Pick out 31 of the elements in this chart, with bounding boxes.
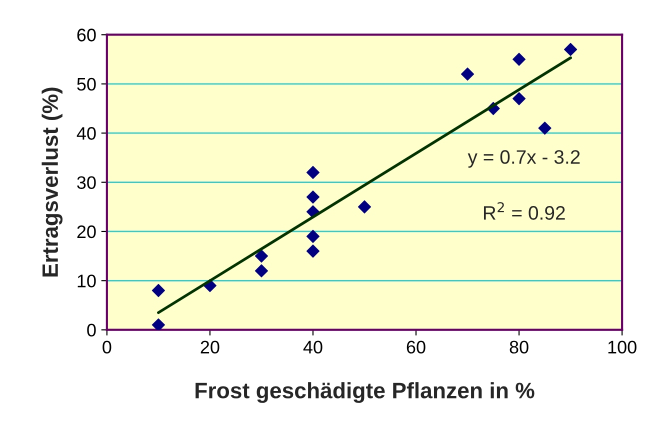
x-tick-label: 0 — [102, 340, 112, 354]
x-tick-label: 20 — [200, 340, 220, 354]
y-tick-label: 40 — [76, 127, 96, 140]
point — [460, 68, 474, 81]
y-tick-label: 50 — [77, 78, 96, 91]
point — [538, 122, 552, 135]
x-tick-label: 100 — [608, 340, 636, 354]
y-tick-label: 30 — [77, 176, 96, 189]
y-tick-label: 10 — [78, 274, 96, 288]
point — [306, 244, 320, 258]
point — [306, 230, 320, 243]
x-tick-label: 60 — [406, 340, 426, 354]
x-tick-label: 80 — [510, 340, 528, 354]
point — [306, 190, 320, 204]
point — [358, 200, 372, 214]
point — [564, 42, 578, 56]
y-tick-label: 60 — [77, 28, 96, 42]
point — [254, 264, 268, 278]
y-tick-label: 20 — [77, 225, 96, 238]
point — [152, 318, 165, 330]
point — [512, 52, 526, 66]
point — [254, 249, 268, 263]
x-axis-title: Frost geschädigte Pflanzen in % — [196, 382, 534, 403]
point — [152, 284, 165, 298]
y-axis-title: Ertragsverlust (%) — [42, 88, 63, 276]
annotation: y = 0.7x - 3.2 — [468, 150, 580, 168]
x-tick-label: 40 — [303, 340, 322, 354]
point — [306, 166, 320, 180]
point — [512, 92, 526, 106]
y-tick-label: 0 — [87, 324, 96, 337]
annotation: R$^{2}$ = 0.92 — [484, 202, 565, 220]
